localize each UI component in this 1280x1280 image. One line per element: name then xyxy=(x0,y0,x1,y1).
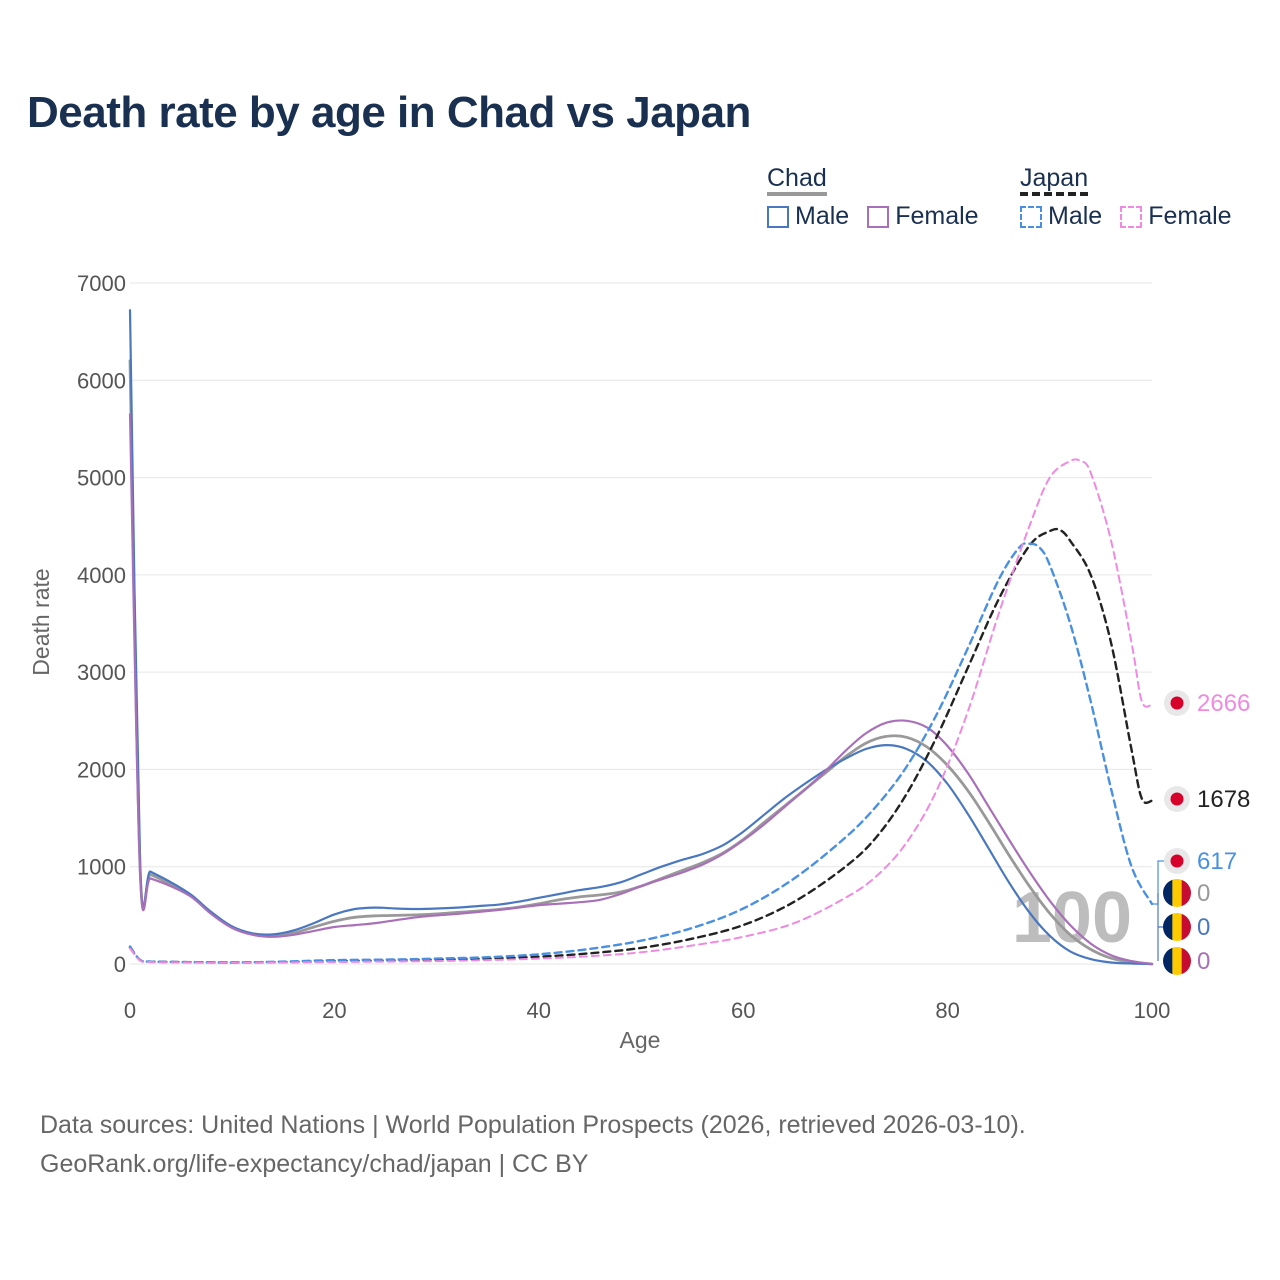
x-tick-label: 40 xyxy=(527,998,551,1023)
legend-chad-male-label: Male xyxy=(795,202,850,230)
footer: Data sources: United Nations | World Pop… xyxy=(40,1106,1026,1184)
chad-flag-stripe xyxy=(1163,947,1173,975)
series-lines xyxy=(128,309,1154,966)
chad-flag-stripe xyxy=(1172,879,1183,907)
japan-flag-disc xyxy=(1170,792,1184,806)
chart-title: Death rate by age in Chad vs Japan xyxy=(27,88,751,137)
y-tick-label: 0 xyxy=(114,952,126,977)
x-axis-ticks: 0 20 40 60 80 100 xyxy=(124,998,1170,1023)
chad-flag-stripe xyxy=(1163,913,1173,941)
end-label-japan-total: 1678 xyxy=(1164,786,1250,813)
x-tick-label: 0 xyxy=(124,998,136,1023)
legend-chad: Chad Male Female xyxy=(767,164,997,231)
connector-japan-male xyxy=(1152,860,1164,905)
end-label-value: 1678 xyxy=(1197,786,1250,813)
y-tick-label: 7000 xyxy=(77,271,126,296)
legend-chad-female-label: Female xyxy=(895,202,979,230)
series-line-japan-male[interactable] xyxy=(128,542,1154,964)
legend-chad-male[interactable]: Male xyxy=(767,202,849,231)
end-labels: 2666 1678 617 0 0 0 xyxy=(1163,690,1250,975)
legend-japan: Japan Male Female xyxy=(1020,164,1250,231)
series-line-chad-male[interactable] xyxy=(128,309,1154,966)
end-label-value: 0 xyxy=(1197,880,1210,907)
grid-lines xyxy=(130,282,1152,965)
series-line-chad-female[interactable] xyxy=(128,413,1154,966)
x-axis-title: Age xyxy=(620,1027,661,1053)
series-line-japan-total[interactable] xyxy=(128,527,1154,964)
end-label-chad-male: 0 xyxy=(1163,913,1210,941)
legend-japan-male-label: Male xyxy=(1048,202,1103,230)
end-label-value: 617 xyxy=(1197,848,1237,875)
end-label-japan-male: 617 xyxy=(1164,848,1237,875)
end-label-value: 2666 xyxy=(1197,690,1250,717)
end-label-chad-total: 0 xyxy=(1163,879,1210,907)
legend-chad-female-swatch xyxy=(867,205,890,228)
footer-link[interactable]: GeoRank.org/life-expectancy/chad/japan |… xyxy=(40,1150,589,1178)
y-tick-label: 1000 xyxy=(77,855,126,880)
x-tick-label: 100 xyxy=(1134,998,1171,1023)
end-label-value: 0 xyxy=(1197,914,1210,941)
y-tick-label: 2000 xyxy=(77,757,126,782)
y-tick-label: 3000 xyxy=(77,660,126,685)
chad-flag-stripe xyxy=(1163,879,1173,907)
chad-flag-stripe xyxy=(1172,947,1183,975)
chad-flag-icon xyxy=(1163,947,1191,975)
legend-japan-female[interactable]: Female xyxy=(1120,202,1232,231)
legend-chad-female[interactable]: Female xyxy=(867,202,979,231)
legend-chad-title: Chad xyxy=(767,164,827,196)
legend-japan-title: Japan xyxy=(1020,164,1089,196)
japan-flag-disc xyxy=(1170,696,1184,710)
chad-flag-icon xyxy=(1163,913,1191,941)
x-tick-label: 80 xyxy=(935,998,959,1023)
end-label-japan-female: 2666 xyxy=(1164,690,1250,717)
x-tick-label: 20 xyxy=(322,998,346,1023)
chad-flag-stripe xyxy=(1181,947,1191,975)
chad-flag-stripe xyxy=(1181,913,1191,941)
chad-flag-icon xyxy=(1163,879,1191,907)
chad-flag-stripe xyxy=(1181,879,1191,907)
legend-japan-female-label: Female xyxy=(1148,202,1232,230)
footer-sources: Data sources: United Nations | World Pop… xyxy=(40,1111,1026,1139)
legend-japan-male[interactable]: Male xyxy=(1020,202,1102,231)
legend-japan-female-swatch xyxy=(1120,205,1143,228)
end-label-connectors xyxy=(1152,860,1164,961)
end-label-value: 0 xyxy=(1197,948,1210,975)
japan-flag-disc xyxy=(1170,854,1184,868)
y-axis-title: Death rate xyxy=(28,568,54,675)
y-tick-label: 5000 xyxy=(77,466,126,491)
y-tick-label: 6000 xyxy=(77,368,126,393)
y-tick-label: 4000 xyxy=(77,563,126,588)
y-axis-ticks: 0 1000 2000 3000 4000 5000 6000 7000 xyxy=(77,271,126,977)
current-age-watermark: 100 xyxy=(1012,878,1132,958)
chad-flag-stripe xyxy=(1172,913,1183,941)
legend-japan-male-swatch xyxy=(1020,205,1042,228)
x-tick-label: 60 xyxy=(731,998,755,1023)
end-label-chad-female: 0 xyxy=(1163,947,1210,975)
legend-chad-male-swatch xyxy=(767,205,789,228)
